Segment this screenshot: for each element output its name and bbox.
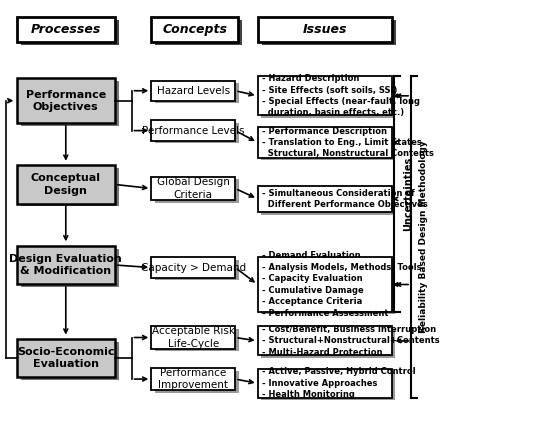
Text: Issues: Issues — [302, 23, 347, 36]
FancyBboxPatch shape — [17, 165, 115, 204]
Text: Reliability Based Design Methodology: Reliability Based Design Methodology — [419, 141, 428, 333]
FancyBboxPatch shape — [151, 177, 235, 200]
FancyBboxPatch shape — [261, 329, 395, 358]
Text: Performance Levels: Performance Levels — [142, 126, 245, 136]
FancyBboxPatch shape — [155, 83, 239, 103]
FancyBboxPatch shape — [258, 369, 392, 398]
Text: Acceptable Risk
Life-Cycle: Acceptable Risk Life-Cycle — [152, 326, 235, 349]
FancyBboxPatch shape — [258, 127, 392, 158]
FancyBboxPatch shape — [261, 79, 395, 118]
FancyBboxPatch shape — [151, 81, 235, 101]
FancyBboxPatch shape — [21, 249, 119, 287]
Text: Global Design
Criteria: Global Design Criteria — [157, 177, 230, 200]
FancyBboxPatch shape — [258, 257, 392, 312]
FancyBboxPatch shape — [151, 120, 235, 141]
FancyBboxPatch shape — [155, 123, 239, 143]
FancyBboxPatch shape — [258, 76, 392, 115]
FancyBboxPatch shape — [21, 20, 119, 45]
FancyBboxPatch shape — [17, 78, 115, 123]
FancyBboxPatch shape — [21, 342, 119, 380]
FancyBboxPatch shape — [261, 260, 395, 314]
FancyBboxPatch shape — [155, 329, 239, 351]
Text: Hazard Levels: Hazard Levels — [157, 86, 230, 96]
Text: - Active, Passive, Hybrid Control
- Innovative Approaches
- Health Monitoring: - Active, Passive, Hybrid Control - Inno… — [262, 367, 415, 399]
FancyBboxPatch shape — [258, 17, 392, 42]
Text: - Demand Evaluation
- Analysis Models, Methods, Tools
- Capacity Evaluation
- Cu: - Demand Evaluation - Analysis Models, M… — [262, 251, 421, 318]
FancyBboxPatch shape — [262, 20, 396, 45]
FancyBboxPatch shape — [258, 186, 392, 212]
FancyBboxPatch shape — [21, 168, 119, 206]
FancyBboxPatch shape — [151, 17, 238, 42]
Text: - Hazard Description
- Site Effects (soft soils, SSI)
- Special Effects (near-fa: - Hazard Description - Site Effects (sof… — [262, 74, 419, 117]
FancyBboxPatch shape — [151, 368, 235, 390]
Text: Conceptual
Design: Conceptual Design — [31, 173, 101, 195]
FancyBboxPatch shape — [155, 371, 239, 393]
Text: - Cost/Benefit, Business Interruption
- Structural+Nonstructural+Contents
- Mult: - Cost/Benefit, Business Interruption - … — [262, 325, 439, 357]
FancyBboxPatch shape — [155, 20, 242, 45]
FancyBboxPatch shape — [261, 188, 395, 215]
FancyBboxPatch shape — [155, 260, 239, 280]
Text: Capacity > Demand: Capacity > Demand — [141, 262, 246, 273]
Text: - Simultaneous Consideration of
  Different Performance Objectives: - Simultaneous Consideration of Differen… — [262, 189, 427, 209]
Text: Concepts: Concepts — [162, 23, 227, 36]
FancyBboxPatch shape — [261, 371, 395, 400]
Text: Performance
Improvement: Performance Improvement — [158, 368, 228, 390]
Text: Design Evaluation
& Modification: Design Evaluation & Modification — [10, 254, 122, 276]
Text: - Performance Description
- Translation to Eng., Limit States
  Structural, Nons: - Performance Description - Translation … — [262, 126, 433, 159]
FancyBboxPatch shape — [21, 81, 119, 126]
FancyBboxPatch shape — [151, 257, 235, 278]
Text: Processes: Processes — [31, 23, 101, 36]
FancyBboxPatch shape — [155, 179, 239, 203]
FancyBboxPatch shape — [17, 246, 115, 284]
FancyBboxPatch shape — [151, 326, 235, 349]
FancyBboxPatch shape — [17, 339, 115, 377]
FancyBboxPatch shape — [261, 130, 395, 160]
Text: Socio-Economic
Evaluation: Socio-Economic Evaluation — [17, 347, 115, 369]
FancyBboxPatch shape — [17, 17, 115, 42]
Text: Uncertainties: Uncertainties — [403, 157, 413, 231]
Text: Performance
Objectives: Performance Objectives — [26, 89, 106, 112]
FancyBboxPatch shape — [258, 326, 392, 355]
